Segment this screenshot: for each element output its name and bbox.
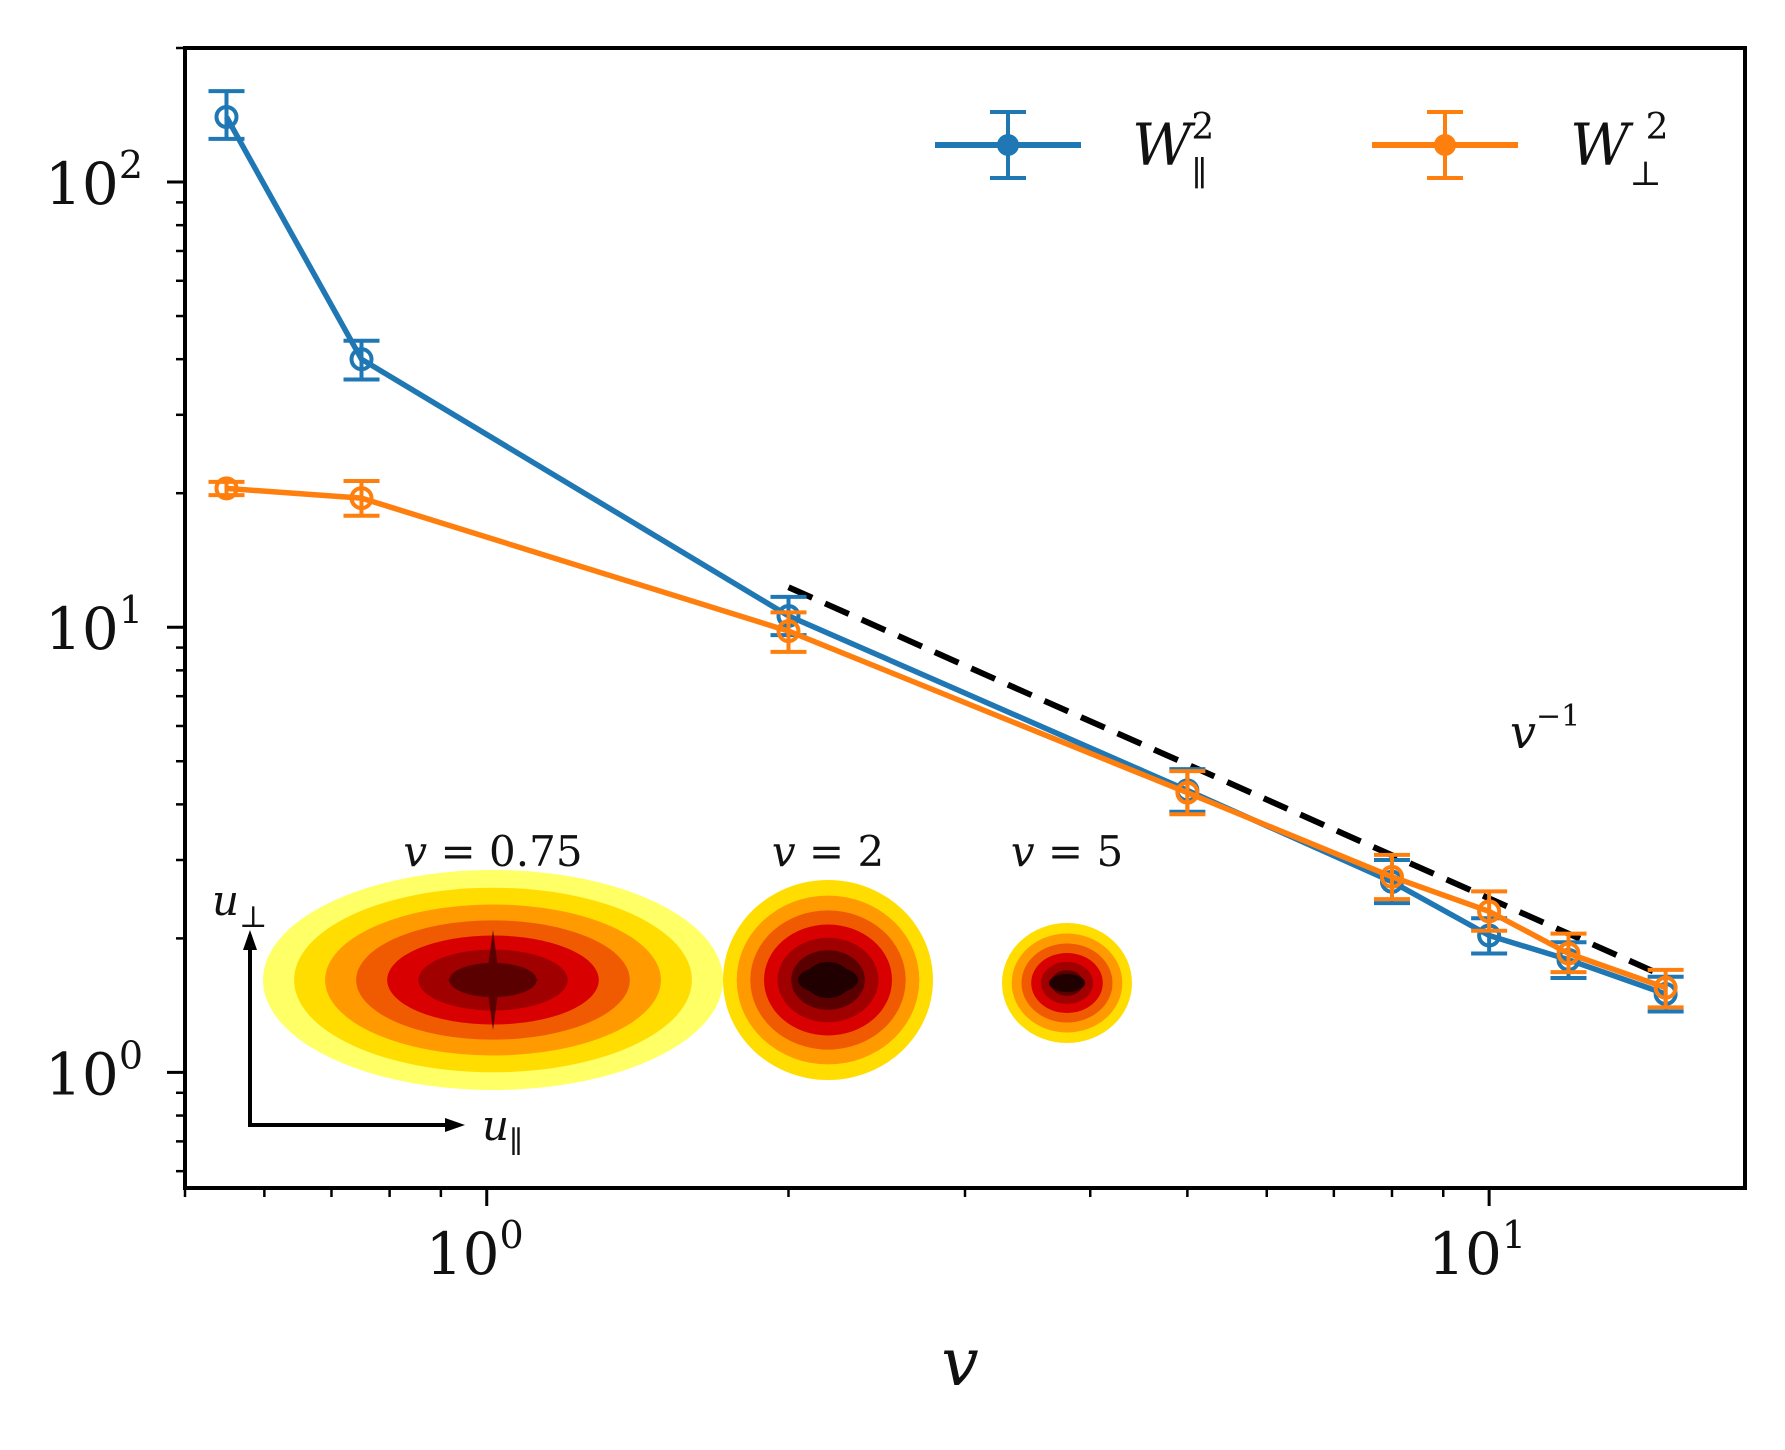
- data-point: [1477, 899, 1502, 924]
- legend-entry: W∥2: [935, 107, 1214, 194]
- series-line: [226, 485, 1667, 991]
- inset-distributions: u⊥ u∥ v = 0.75 v = 2 v = 5: [212, 827, 1132, 1160]
- x-tick-label: 100: [426, 1213, 524, 1288]
- data-point: [1379, 864, 1404, 889]
- inset-y-arrowhead: [243, 930, 257, 950]
- x-axis-ticks: 100 101: [183, 1188, 1526, 1288]
- inset-y-axis-label: u⊥: [212, 876, 267, 935]
- y-axis-ticks: 100 101 102: [45, 46, 185, 1173]
- inset-blob-v2: [723, 880, 933, 1080]
- data-point: [1175, 780, 1200, 805]
- inset-panel-label: v = 2: [772, 827, 884, 876]
- reference-line-group: v−1: [787, 584, 1667, 980]
- data-point: [349, 486, 374, 511]
- data-point: [1653, 975, 1678, 1000]
- data-point: [214, 476, 239, 501]
- inset-blob-v075: [263, 870, 723, 1090]
- inset-panel-label: v = 5: [1011, 827, 1123, 876]
- data-point: [776, 619, 801, 644]
- legend-entry: W⊥2: [1372, 107, 1669, 194]
- legend-marker: [1434, 134, 1456, 156]
- inset-panel-label: v = 0.75: [403, 827, 582, 876]
- reference-line-label: v−1: [1510, 699, 1580, 759]
- inset-x-arrowhead: [445, 1118, 465, 1132]
- series-layer: [208, 89, 1684, 1014]
- inset-blob-v5: [1002, 923, 1132, 1043]
- inset-core-v075: [446, 930, 540, 1030]
- legend: W∥2 W⊥2: [935, 107, 1669, 194]
- legend-marker: [997, 134, 1019, 156]
- inset-core-v2: [798, 966, 858, 994]
- inset-x-axis-label: u∥: [482, 1101, 523, 1160]
- y-tick-label: 101: [45, 588, 143, 663]
- data-point: [214, 104, 239, 129]
- x-tick-label: 101: [1428, 1213, 1526, 1288]
- legend-label: W⊥2: [1570, 107, 1669, 194]
- data-point: [349, 347, 374, 372]
- legend-label: W∥2: [1132, 107, 1214, 194]
- y-tick-label: 102: [45, 143, 143, 218]
- inset-core-v5: [1049, 974, 1085, 992]
- y-tick-label: 100: [45, 1033, 143, 1108]
- x-axis-label: v: [941, 1324, 978, 1401]
- series-w-perp: [208, 476, 1684, 1010]
- data-point: [1556, 941, 1581, 966]
